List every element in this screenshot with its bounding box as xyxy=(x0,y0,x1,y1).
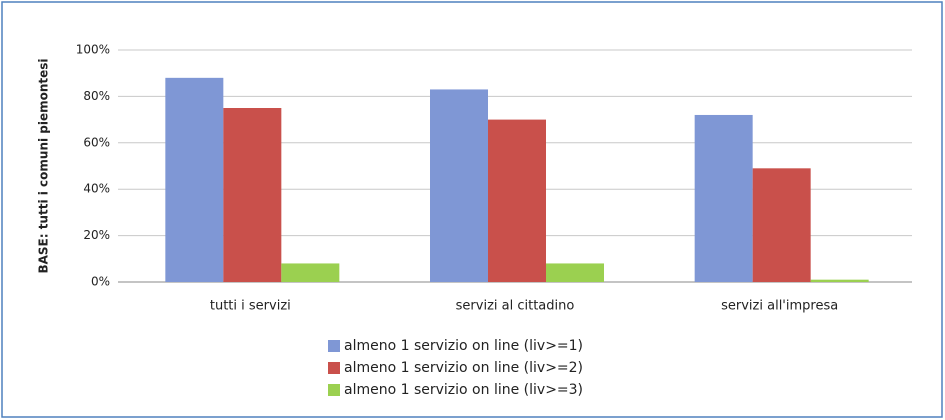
bar xyxy=(223,108,282,282)
x-tick-label: servizi all'impresa xyxy=(721,299,838,314)
bar xyxy=(281,263,340,282)
y-tick-label: 40% xyxy=(83,182,110,196)
legend-label: almeno 1 servizio on line (liv>=2) xyxy=(344,360,583,376)
bar xyxy=(694,114,753,283)
y-axis-label: BASE: tutti i comuni piemontesi xyxy=(37,58,51,273)
x-tick-label: servizi al cittadino xyxy=(456,299,575,314)
bar xyxy=(488,119,546,282)
bar xyxy=(810,279,869,282)
bar xyxy=(752,168,811,282)
y-tick-label: 80% xyxy=(83,89,110,103)
bar xyxy=(165,77,224,282)
bar xyxy=(430,89,488,282)
legend-swatch xyxy=(328,340,340,352)
y-tick-label: 20% xyxy=(83,228,110,242)
legend-label: almeno 1 servizio on line (liv>=1) xyxy=(344,338,583,354)
x-tick-label: tutti i servizi xyxy=(210,299,291,314)
legend-label: almeno 1 servizio on line (liv>=3) xyxy=(344,382,583,398)
y-tick-label: 100% xyxy=(76,43,110,57)
bar xyxy=(546,263,604,282)
y-tick-label: 60% xyxy=(83,135,110,149)
legend-swatch xyxy=(328,362,340,374)
y-tick-label: 0% xyxy=(91,275,110,289)
legend-swatch xyxy=(328,384,340,396)
